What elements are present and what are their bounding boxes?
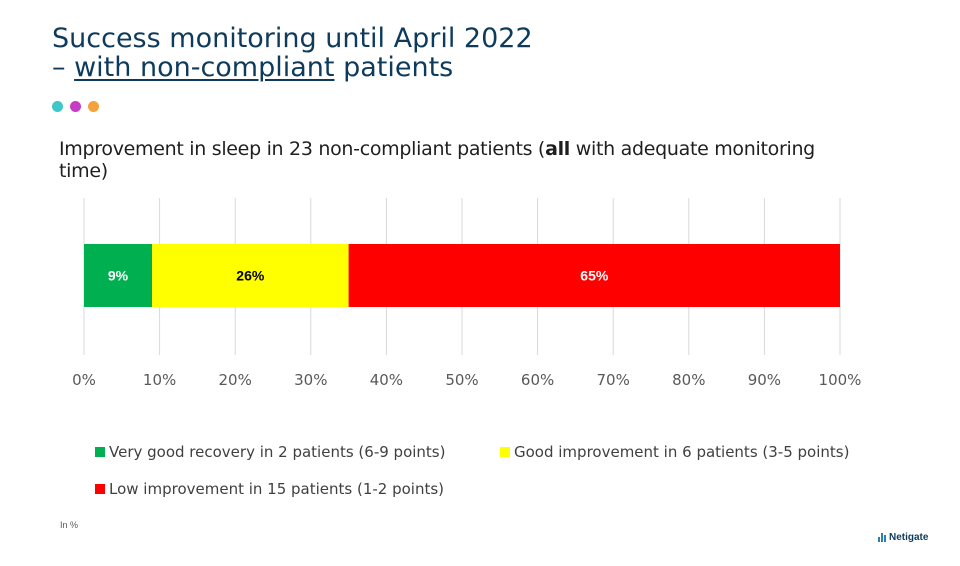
title-line-1: Success monitoring until April 2022 <box>52 23 533 54</box>
magenta-dot <box>70 101 81 112</box>
title-underlined-text: with non-compliant <box>74 52 335 83</box>
stacked-bar-chart: 0% 10% 20% 30% 40% 50% 60% 70% 80% 90% 100% 9% 26% 65… <box>72 198 862 389</box>
x-tick-label: 60% <box>521 371 554 389</box>
legend-item: Good improvement in 6 patients (3-5 poin… <box>500 443 849 461</box>
unit-note: In % <box>60 520 79 530</box>
chart-subtitle: Improvement in sleep in 23 non-compliant… <box>59 138 859 182</box>
x-tick-label: 100% <box>819 371 862 389</box>
netigate-logo-icon <box>878 533 886 542</box>
x-tick-label: 20% <box>219 371 252 389</box>
subtitle-before: Improvement in sleep in 23 non-compliant… <box>59 138 546 160</box>
x-tick-label: 80% <box>672 371 705 389</box>
orange-dot <box>88 101 99 112</box>
legend-swatch <box>500 447 510 457</box>
legend-item: Low improvement in 15 patients (1-2 poin… <box>95 480 444 498</box>
title-dash: – <box>52 52 75 83</box>
legend-label: Good improvement in 6 patients (3-5 poin… <box>514 443 850 461</box>
title-line-2: – with non-compliant patients <box>52 53 533 82</box>
bar-segment <box>84 244 153 307</box>
data-label: 65% <box>580 268 609 284</box>
subtitle-after: with adequate monitoring time) <box>59 138 815 182</box>
x-tick-label: 70% <box>597 371 630 389</box>
x-tick-label: 0% <box>72 371 96 389</box>
decorative-dots <box>52 101 99 112</box>
legend-label: Low improvement in 15 patients (1-2 poin… <box>109 480 445 498</box>
teal-dot <box>52 101 63 112</box>
netigate-logo: Netigate <box>878 532 928 543</box>
data-label: 9% <box>108 268 129 284</box>
subtitle-bold: all <box>545 138 571 160</box>
x-tick-label: 30% <box>294 371 327 389</box>
bar-segment <box>348 244 840 307</box>
logo-text: Netigate <box>889 532 929 543</box>
legend-label: Very good recovery in 2 patients (6-9 po… <box>109 443 446 461</box>
x-tick-label: 90% <box>748 371 781 389</box>
data-label: 26% <box>236 268 265 284</box>
bar-segment <box>152 244 349 307</box>
legend-swatch <box>95 447 105 457</box>
legend-swatch <box>95 484 105 494</box>
legend-item: Very good recovery in 2 patients (6-9 po… <box>95 443 445 461</box>
x-tick-label: 10% <box>143 371 176 389</box>
title-suffix: patients <box>334 52 454 83</box>
x-tick-label: 50% <box>445 371 478 389</box>
slide-title: Success monitoring until April 2022 – wi… <box>52 24 533 82</box>
x-tick-label: 40% <box>370 371 403 389</box>
